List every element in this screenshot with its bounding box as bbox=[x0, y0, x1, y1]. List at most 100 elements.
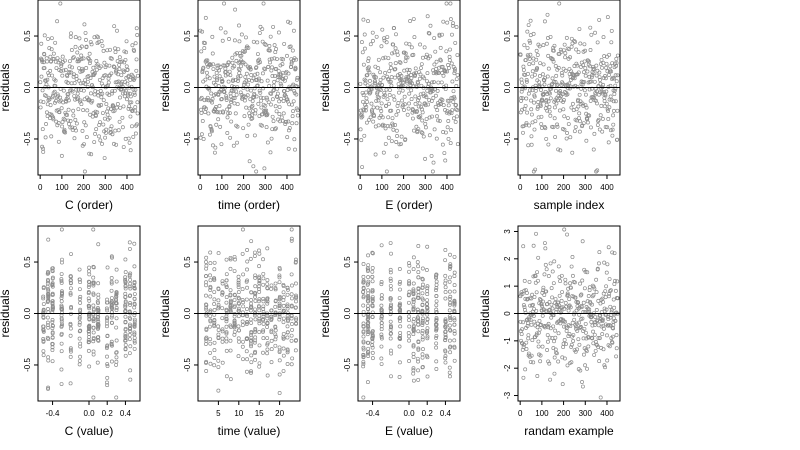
data-point bbox=[41, 294, 46, 299]
data-point bbox=[53, 59, 58, 64]
data-point bbox=[59, 227, 64, 232]
data-point bbox=[59, 106, 64, 111]
data-point bbox=[62, 127, 67, 132]
data-point bbox=[379, 101, 384, 106]
data-point bbox=[273, 343, 278, 348]
data-point bbox=[581, 121, 586, 126]
data-point bbox=[232, 298, 237, 302]
data-point bbox=[49, 47, 54, 52]
data-point bbox=[50, 318, 55, 322]
data-point bbox=[413, 94, 418, 99]
data-point bbox=[532, 100, 537, 105]
data-point bbox=[570, 150, 575, 155]
x-tick-label: 100 bbox=[215, 183, 229, 192]
data-point bbox=[241, 339, 245, 344]
data-point bbox=[437, 65, 442, 70]
data-point bbox=[114, 350, 119, 355]
data-point bbox=[132, 332, 137, 337]
data-point bbox=[123, 338, 128, 343]
data-point bbox=[83, 123, 88, 128]
data-point bbox=[82, 142, 86, 147]
data-point bbox=[86, 348, 91, 353]
data-point bbox=[221, 110, 226, 115]
data-point bbox=[232, 292, 237, 297]
data-point bbox=[283, 122, 288, 127]
data-point bbox=[522, 86, 527, 91]
data-point bbox=[235, 102, 240, 107]
data-point bbox=[68, 354, 73, 359]
data-point bbox=[212, 340, 217, 345]
data-point bbox=[445, 125, 450, 130]
data-point bbox=[589, 79, 594, 84]
data-point bbox=[123, 299, 128, 304]
data-point bbox=[370, 30, 375, 35]
data-point bbox=[293, 260, 298, 265]
data-point bbox=[441, 73, 446, 78]
x-tick-label: 400 bbox=[600, 409, 614, 418]
data-point bbox=[526, 143, 531, 148]
data-point bbox=[604, 307, 609, 312]
y-axis-title: residuals bbox=[478, 289, 492, 337]
data-point bbox=[134, 57, 139, 62]
data-point bbox=[257, 289, 262, 294]
data-point bbox=[376, 57, 381, 62]
data-point bbox=[370, 251, 375, 256]
data-point bbox=[51, 117, 56, 122]
data-point bbox=[135, 73, 140, 78]
data-point bbox=[538, 61, 543, 66]
data-point bbox=[370, 356, 375, 361]
data-point bbox=[213, 82, 218, 87]
data-point bbox=[275, 91, 280, 96]
data-point bbox=[80, 68, 85, 73]
data-point bbox=[361, 303, 366, 308]
data-point bbox=[93, 131, 98, 136]
data-point bbox=[578, 281, 583, 286]
data-point bbox=[104, 102, 109, 107]
data-point bbox=[415, 128, 420, 133]
data-point bbox=[123, 277, 128, 282]
data-point bbox=[416, 339, 421, 344]
data-point bbox=[434, 323, 439, 328]
data-point bbox=[397, 142, 402, 147]
data-point bbox=[529, 353, 534, 358]
data-point bbox=[215, 78, 220, 83]
data-point bbox=[420, 320, 425, 325]
data-point bbox=[521, 68, 526, 72]
data-point bbox=[279, 96, 284, 101]
data-point bbox=[420, 131, 425, 136]
data-point bbox=[210, 100, 215, 105]
data-point bbox=[403, 59, 408, 64]
data-point bbox=[109, 288, 114, 293]
data-point bbox=[91, 339, 96, 344]
data-point bbox=[538, 353, 543, 358]
data-point bbox=[542, 82, 547, 87]
data-point bbox=[50, 266, 55, 271]
data-point bbox=[420, 266, 425, 271]
data-point bbox=[443, 360, 448, 365]
data-point bbox=[224, 69, 228, 74]
data-point bbox=[257, 274, 262, 279]
data-point bbox=[204, 359, 209, 364]
data-point bbox=[535, 106, 540, 111]
data-point bbox=[265, 299, 270, 304]
data-point bbox=[93, 89, 98, 94]
data-point bbox=[394, 32, 398, 37]
data-point bbox=[565, 293, 570, 297]
data-point bbox=[286, 287, 290, 292]
data-point bbox=[529, 322, 534, 327]
data-point bbox=[253, 284, 258, 289]
data-point bbox=[264, 108, 269, 113]
data-point bbox=[241, 126, 246, 131]
data-point bbox=[552, 371, 557, 376]
data-point bbox=[595, 123, 600, 127]
data-point bbox=[216, 306, 221, 311]
data-point bbox=[554, 101, 559, 106]
data-point bbox=[416, 319, 421, 324]
data-point bbox=[594, 277, 599, 282]
data-point bbox=[411, 327, 416, 331]
data-point bbox=[92, 35, 97, 40]
y-tick-label: 0.5 bbox=[343, 30, 352, 42]
data-point bbox=[52, 56, 57, 61]
data-point bbox=[228, 377, 233, 382]
data-point bbox=[443, 281, 448, 286]
